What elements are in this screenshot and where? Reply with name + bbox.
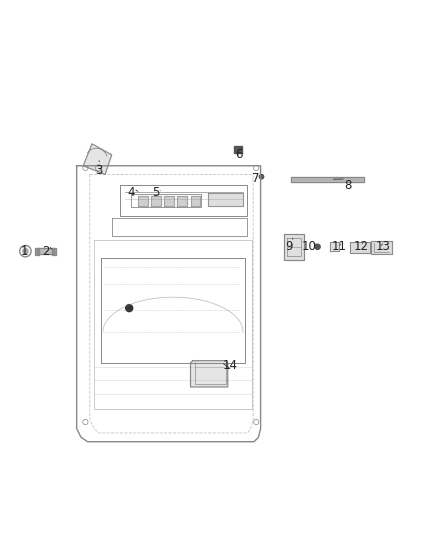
Bar	[151, 197, 161, 206]
Text: 1: 1	[20, 245, 28, 257]
Text: 7: 7	[252, 172, 260, 185]
Polygon shape	[371, 241, 392, 254]
Circle shape	[23, 248, 28, 254]
Circle shape	[315, 244, 320, 249]
Polygon shape	[191, 361, 228, 387]
Text: 12: 12	[354, 240, 369, 253]
Bar	[52, 248, 56, 255]
Circle shape	[259, 174, 264, 179]
Bar	[37, 248, 54, 254]
Text: 9: 9	[285, 240, 293, 253]
Bar	[234, 146, 242, 154]
Text: 11: 11	[332, 240, 347, 253]
Text: 10: 10	[301, 240, 316, 253]
Bar	[191, 197, 200, 206]
Bar	[35, 248, 39, 255]
Bar	[291, 177, 364, 182]
Text: 13: 13	[376, 240, 391, 253]
Polygon shape	[208, 193, 243, 206]
Bar	[138, 197, 148, 206]
Text: 8: 8	[345, 179, 352, 192]
Polygon shape	[284, 233, 304, 260]
Polygon shape	[83, 144, 112, 174]
Text: 2: 2	[42, 245, 50, 257]
Bar	[164, 197, 174, 206]
Circle shape	[126, 304, 133, 312]
Text: 14: 14	[223, 359, 237, 372]
Text: 4: 4	[127, 185, 135, 198]
Bar	[177, 197, 187, 206]
Bar	[330, 241, 339, 251]
Text: 6: 6	[235, 148, 243, 161]
Bar	[37, 248, 54, 254]
Text: 5: 5	[152, 185, 159, 198]
Text: 3: 3	[95, 164, 102, 176]
Polygon shape	[350, 243, 370, 253]
